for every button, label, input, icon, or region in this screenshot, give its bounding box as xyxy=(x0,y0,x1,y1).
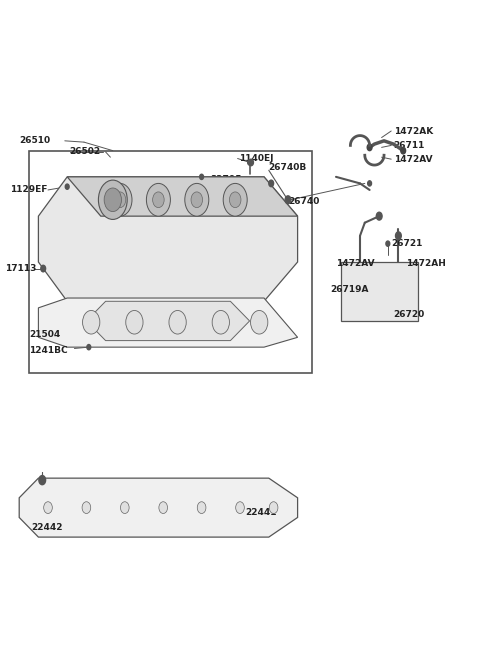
Text: 17113: 17113 xyxy=(5,264,36,273)
Circle shape xyxy=(146,183,170,216)
Text: 26711: 26711 xyxy=(394,141,425,150)
FancyBboxPatch shape xyxy=(341,262,418,321)
Circle shape xyxy=(44,502,52,514)
Polygon shape xyxy=(67,177,298,216)
Circle shape xyxy=(185,183,209,216)
Circle shape xyxy=(159,502,168,514)
Polygon shape xyxy=(19,478,298,537)
Text: 26720: 26720 xyxy=(394,310,425,319)
Circle shape xyxy=(401,147,406,154)
Circle shape xyxy=(65,184,69,189)
Text: 1129EF: 1129EF xyxy=(10,185,47,195)
Circle shape xyxy=(269,502,278,514)
Circle shape xyxy=(200,174,204,179)
Text: 22442: 22442 xyxy=(31,523,63,532)
Text: 26740B: 26740B xyxy=(268,162,306,172)
Text: 26721: 26721 xyxy=(391,239,422,248)
Text: 26740: 26740 xyxy=(288,196,319,206)
Circle shape xyxy=(191,192,203,208)
Text: 26510: 26510 xyxy=(19,136,50,145)
Circle shape xyxy=(229,192,241,208)
Text: 22443B: 22443B xyxy=(203,318,241,327)
Circle shape xyxy=(212,310,229,334)
Circle shape xyxy=(98,180,127,219)
Text: 22410A: 22410A xyxy=(94,192,132,201)
Circle shape xyxy=(82,502,91,514)
Circle shape xyxy=(41,265,46,272)
Circle shape xyxy=(104,188,121,212)
Polygon shape xyxy=(86,301,250,341)
Text: 1241BC: 1241BC xyxy=(29,346,67,355)
Circle shape xyxy=(269,180,274,187)
Circle shape xyxy=(251,310,268,334)
Polygon shape xyxy=(38,177,298,301)
Circle shape xyxy=(249,159,253,166)
Text: 1472AK: 1472AK xyxy=(394,126,433,136)
Text: 1472AV: 1472AV xyxy=(394,155,432,164)
Circle shape xyxy=(83,310,100,334)
Text: 26502: 26502 xyxy=(70,147,101,157)
Circle shape xyxy=(285,196,291,204)
Text: 26719A: 26719A xyxy=(330,285,369,294)
Circle shape xyxy=(396,232,401,240)
Circle shape xyxy=(169,310,186,334)
Circle shape xyxy=(114,192,126,208)
Text: 1472AV: 1472AV xyxy=(336,259,374,268)
Circle shape xyxy=(108,183,132,216)
Text: 32795: 32795 xyxy=(210,175,242,184)
Text: 1140EJ: 1140EJ xyxy=(239,154,274,163)
Circle shape xyxy=(386,241,390,246)
Circle shape xyxy=(39,476,46,485)
Circle shape xyxy=(153,192,164,208)
Circle shape xyxy=(197,502,206,514)
Circle shape xyxy=(376,212,382,220)
Circle shape xyxy=(87,345,91,350)
Circle shape xyxy=(223,183,247,216)
Polygon shape xyxy=(38,298,298,347)
Circle shape xyxy=(236,502,244,514)
Circle shape xyxy=(126,310,143,334)
Text: 22441: 22441 xyxy=(245,508,276,517)
Circle shape xyxy=(368,181,372,186)
Circle shape xyxy=(367,144,372,151)
Text: 21504: 21504 xyxy=(29,329,60,339)
Circle shape xyxy=(248,160,252,165)
Text: 1472AH: 1472AH xyxy=(406,259,445,268)
Circle shape xyxy=(120,502,129,514)
